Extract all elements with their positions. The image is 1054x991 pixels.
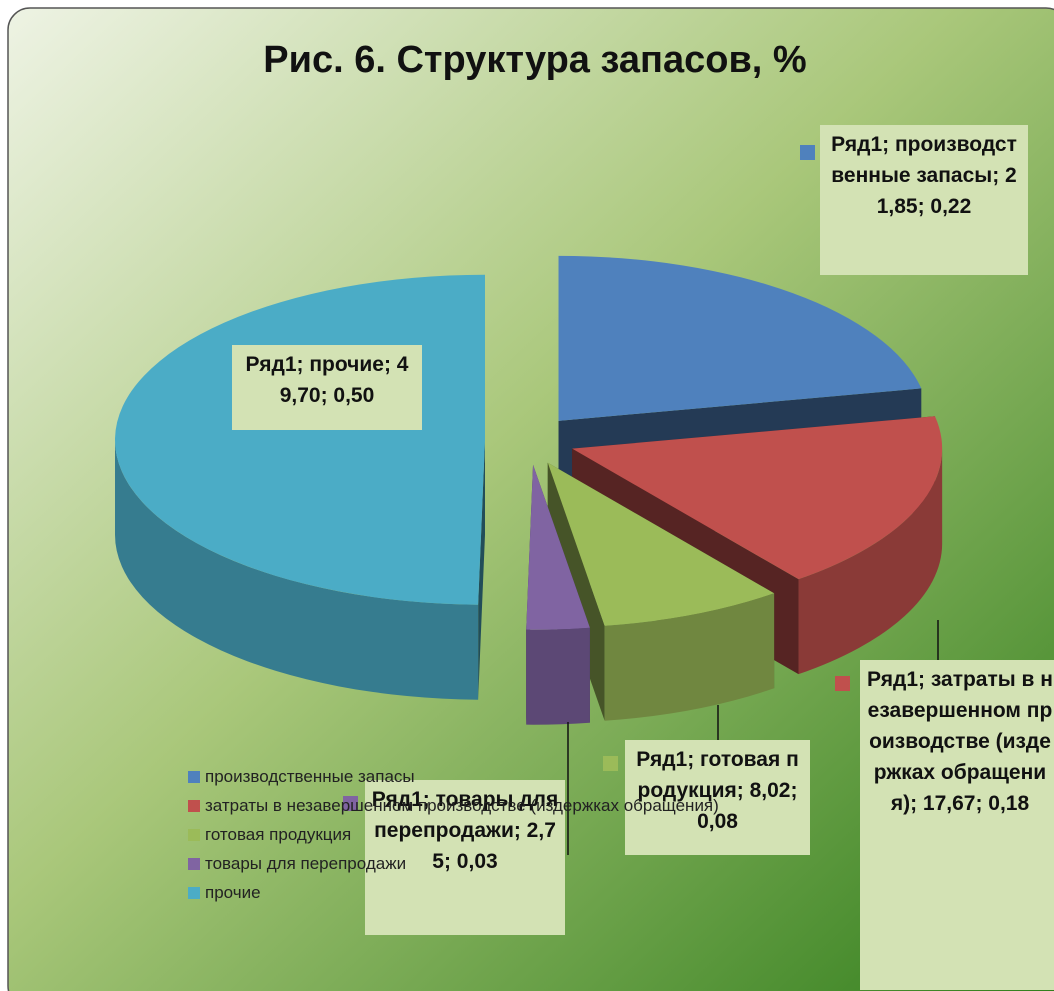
- legend-key: [188, 800, 200, 812]
- chart-title: Рис. 6. Структура запасов, %: [263, 39, 806, 81]
- legend-entry: затраты в незавершенном производстве (из…: [188, 796, 719, 816]
- legend-key: [188, 771, 200, 783]
- legend-entry: производственные запасы: [188, 767, 415, 787]
- data-label: Ряд1; затраты в незавершенном производст…: [860, 660, 1054, 990]
- slice-side: [115, 439, 479, 700]
- data-label: Ряд1; прочие; 49,70; 0,50: [232, 345, 422, 430]
- legend-label: затраты в незавершенном производстве (из…: [205, 796, 719, 815]
- legend-entry: готовая продукция: [188, 825, 351, 845]
- data-label: Ряд1; готовая продукция; 8,02; 0,08: [625, 740, 810, 855]
- slice-side: [478, 439, 486, 700]
- legend-key: [188, 887, 200, 899]
- slice-side: [798, 448, 943, 675]
- legend-entry: товары для перепродажи: [188, 854, 406, 874]
- legend-key: [188, 829, 200, 841]
- label-key: [343, 796, 358, 811]
- data-label: Ряд1; товары для перепродажи; 2,75; 0,03: [365, 780, 565, 935]
- slice: [572, 416, 943, 580]
- slice-side: [604, 593, 775, 721]
- slice-side: [526, 627, 590, 725]
- data-label: Ряд1; производственные запасы; 21,85; 0,…: [820, 125, 1028, 275]
- legend-label: готовая продукция: [205, 825, 352, 844]
- slice: [526, 464, 590, 630]
- label-key: [800, 145, 815, 160]
- legend-label: товары для перепродажи: [205, 854, 407, 873]
- legend-entry: прочие: [188, 883, 261, 903]
- label-key: [835, 676, 850, 691]
- label-key: [603, 756, 618, 771]
- legend-label: прочие: [205, 883, 261, 902]
- slice: [558, 255, 922, 421]
- legend-label: производственные запасы: [205, 767, 415, 786]
- slice: [547, 462, 775, 626]
- legend-key: [188, 858, 200, 870]
